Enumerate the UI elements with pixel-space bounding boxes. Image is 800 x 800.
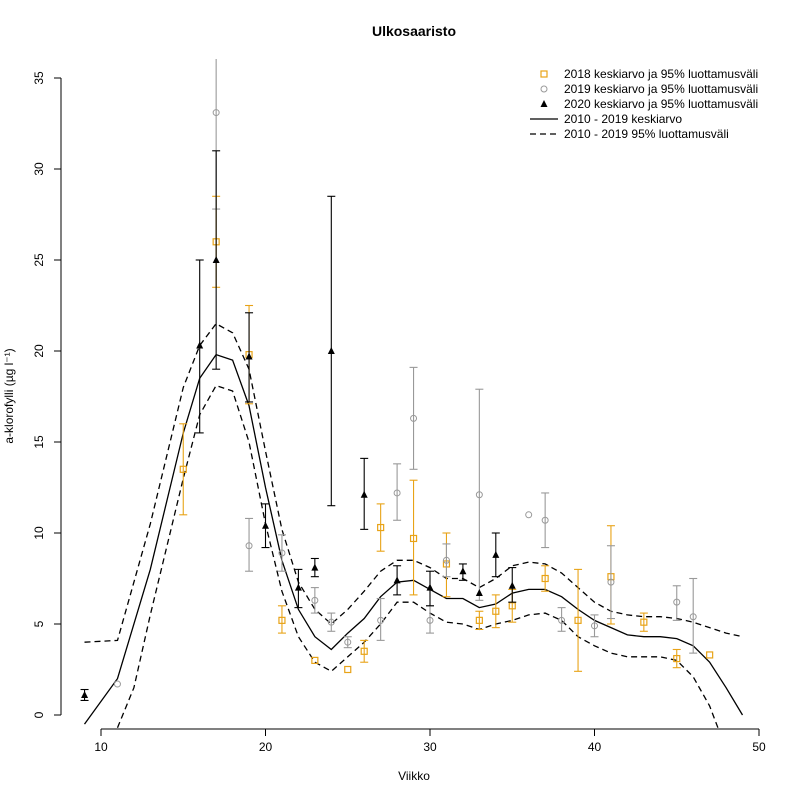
legend-marker-square xyxy=(540,70,548,78)
data-point-circle xyxy=(377,616,385,624)
data-point-triangle xyxy=(360,490,368,498)
y-tick-label: 10 xyxy=(32,526,46,540)
data-point-square xyxy=(475,616,483,624)
data-point-circle xyxy=(607,578,615,586)
data-point-square xyxy=(311,656,319,665)
legend: 2018 keskiarvo ja 95% luottamusväli2019 … xyxy=(530,67,758,141)
ci-upper-line-2010-2019 xyxy=(84,322,743,643)
data-point-circle xyxy=(212,109,220,117)
mean-line-2010-2019 xyxy=(83,353,744,725)
data-point-square xyxy=(344,665,352,674)
y-tick-label: 35 xyxy=(32,71,46,85)
data-point-square xyxy=(706,651,714,659)
data-point-triangle xyxy=(459,567,467,575)
x-tick-label: 20 xyxy=(259,740,273,754)
data-point-circle xyxy=(673,598,681,606)
legend-label: 2010 - 2019 95% luottamusväli xyxy=(564,127,729,141)
data-point-triangle xyxy=(475,589,483,597)
data-point-triangle xyxy=(327,347,335,354)
data-point-circle xyxy=(558,616,566,624)
axes: 10 20 30 40 50 0 5 10 15 20 25 30 35 xyxy=(32,71,766,754)
legend-label: 2018 keskiarvo ja 95% luottamusväli xyxy=(564,67,758,81)
data-markers xyxy=(80,59,714,701)
y-tick-label: 25 xyxy=(32,253,46,267)
data-point-circle xyxy=(426,616,434,624)
data-point-circle xyxy=(410,414,418,422)
data-point-square xyxy=(574,616,582,624)
data-point-triangle xyxy=(492,550,500,558)
y-tick-label: 30 xyxy=(32,162,46,176)
data-point-circle xyxy=(344,638,352,646)
data-point-triangle xyxy=(81,690,89,698)
ci-lower-line-2010-2019 xyxy=(116,384,719,728)
data-point-circle xyxy=(525,511,533,519)
data-point-circle xyxy=(113,680,121,688)
data-point-triangle xyxy=(212,256,220,263)
x-axis-label: Viikko xyxy=(398,769,430,783)
data-point-square xyxy=(179,465,187,473)
data-point-circle xyxy=(689,613,697,621)
y-tick-label: 0 xyxy=(32,711,46,718)
data-point-triangle xyxy=(245,352,253,360)
legend-marker-triangle xyxy=(540,100,548,107)
data-point-triangle xyxy=(196,341,204,349)
x-tick-label: 30 xyxy=(423,740,437,754)
data-point-square xyxy=(360,647,368,655)
y-axis-label: a-klorofylli (µg l⁻¹) xyxy=(2,348,16,443)
y-tick-label: 20 xyxy=(32,344,46,358)
data-point-triangle xyxy=(262,521,269,529)
data-point-triangle xyxy=(508,581,516,589)
legend-marker-circle xyxy=(540,85,548,93)
x-tick-label: 40 xyxy=(588,740,602,754)
data-point-circle xyxy=(475,491,483,499)
data-point-square xyxy=(278,616,286,624)
x-tick-label: 50 xyxy=(752,740,766,754)
data-point-square xyxy=(409,534,418,543)
data-point-square xyxy=(377,523,385,532)
data-point-circle xyxy=(311,596,319,604)
data-point-square xyxy=(541,574,549,583)
data-point-triangle xyxy=(294,583,302,591)
y-tick-label: 5 xyxy=(32,620,46,627)
data-point-square xyxy=(673,654,681,663)
data-point-circle xyxy=(541,516,549,524)
data-point-circle xyxy=(393,489,401,497)
x-tick-label: 10 xyxy=(94,740,108,754)
data-point-circle xyxy=(591,622,598,630)
data-point-circle xyxy=(442,556,450,564)
y-tick-label: 15 xyxy=(32,435,46,449)
data-point-circle xyxy=(278,549,286,557)
data-point-square xyxy=(640,618,648,626)
legend-label: 2020 keskiarvo ja 95% luottamusväli xyxy=(564,97,758,111)
legend-label: 2010 - 2019 keskiarvo xyxy=(564,112,682,126)
data-point-circle xyxy=(245,542,253,550)
legend-label: 2019 keskiarvo ja 95% luottamusväli xyxy=(564,82,758,96)
data-point-triangle xyxy=(393,576,401,584)
data-point-triangle xyxy=(311,563,319,571)
data-point-circle xyxy=(327,618,335,626)
data-point-triangle xyxy=(426,583,434,591)
data-point-square xyxy=(492,607,500,615)
data-point-square xyxy=(508,602,516,610)
chart-title: Ulkosaaristo xyxy=(372,23,456,39)
